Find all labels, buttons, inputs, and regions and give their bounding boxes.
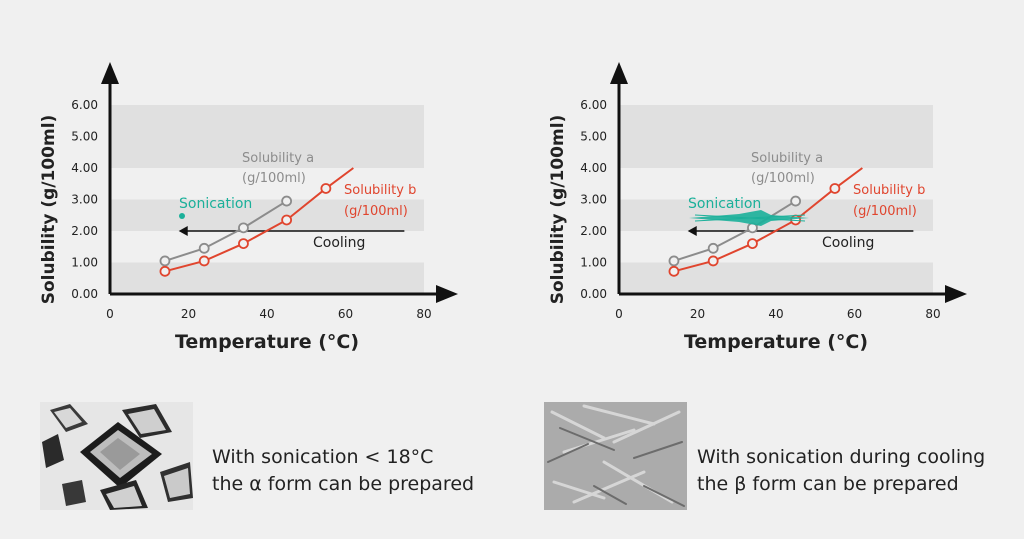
y-tick-label: 6.00 [580, 98, 607, 112]
series-b-unit: (g/100ml) [344, 204, 408, 219]
solubility-a-point [238, 222, 249, 234]
series-b-label: Solubility b [853, 183, 925, 198]
alpha-caption: With sonication < 18°C the α form can be… [212, 444, 474, 498]
beta-crystal-photo [544, 402, 687, 510]
grid-band [110, 199, 424, 231]
y-axis-title: Solubility (g/100ml) [548, 115, 568, 305]
grid-band [619, 105, 933, 137]
beta-caption-line-1: With sonication during cooling [697, 446, 986, 468]
series-a-unit: (g/100ml) [242, 171, 306, 186]
x-tick-label: 60 [338, 307, 353, 321]
y-tick-label: 2.00 [71, 224, 98, 238]
solubility-a-point [707, 242, 719, 254]
beta-caption-line-2: the β form can be prepared [697, 473, 959, 495]
series-a-label: Solubility a [751, 151, 823, 166]
solubility-chart-beta: 0.00 1.00 2.00 3.00 4.00 5.00 6.00 0 20 40 60 80 Sol… [548, 62, 967, 353]
alpha-crystal-photo [40, 402, 193, 510]
solubility-a-point [159, 255, 171, 267]
series-a-unit: (g/100ml) [751, 171, 815, 186]
x-axis-arrow [945, 285, 967, 303]
grid-band [110, 105, 424, 137]
solubility-b-point [829, 183, 841, 194]
beta-caption: With sonication during cooling the β for… [697, 444, 985, 498]
solubility-b-point [198, 255, 210, 267]
y-tick-label: 3.00 [71, 193, 98, 207]
sonication-dot [179, 213, 185, 219]
y-axis-arrow [101, 62, 119, 84]
series-a-label: Solubility a [242, 151, 314, 166]
alpha-caption-line-2: the α form can be prepared [212, 473, 475, 495]
x-tick-label: 0 [106, 307, 114, 321]
y-axis-arrow [610, 62, 628, 84]
x-tick-label: 60 [847, 307, 862, 321]
cooling-label: Cooling [313, 235, 365, 251]
grid-band [619, 136, 933, 168]
y-tick-label: 1.00 [71, 256, 98, 270]
x-tick-label: 0 [615, 307, 623, 321]
series-b-label: Solubility b [344, 183, 416, 198]
grid-band [110, 136, 424, 168]
solubility-a-point [281, 195, 293, 207]
sonication-burst-ray [694, 214, 806, 222]
solubility-b-point [668, 265, 680, 277]
x-axis-arrow [436, 285, 458, 303]
x-tick-label: 40 [259, 307, 274, 321]
y-tick-label: 4.00 [580, 161, 607, 175]
x-axis-title: Temperature (°C) [175, 331, 359, 353]
series-b-unit: (g/100ml) [853, 204, 917, 219]
solubility-b-point [707, 255, 719, 267]
x-tick-label: 80 [925, 307, 940, 321]
solubility-b-point [281, 214, 293, 226]
solubility-a-point [790, 195, 802, 207]
alpha-caption-line-1: With sonication < 18°C [212, 446, 434, 468]
solubility-a-line [164, 200, 288, 262]
x-axis-title: Temperature (°C) [684, 331, 868, 353]
cooling-arrow-head [178, 226, 188, 236]
x-tick-label: 20 [181, 307, 196, 321]
solubility-b-line [673, 167, 863, 273]
solubility-b-point [747, 238, 758, 250]
y-tick-label: 0.00 [71, 287, 98, 301]
solubility-a-point [198, 242, 210, 254]
y-tick-label: 5.00 [71, 130, 98, 144]
sonication-label: Sonication [688, 196, 761, 212]
solubility-b-point [159, 265, 171, 277]
y-tick-label: 2.00 [580, 224, 607, 238]
solubility-a-point [668, 255, 680, 267]
y-tick-label: 1.00 [580, 256, 607, 270]
solubility-b-point [320, 183, 332, 194]
grid-band [619, 199, 933, 231]
y-tick-label: 6.00 [71, 98, 98, 112]
cooling-label: Cooling [822, 235, 874, 251]
sonication-label: Sonication [179, 196, 252, 212]
y-tick-label: 5.00 [580, 130, 607, 144]
y-tick-label: 0.00 [580, 287, 607, 301]
solubility-chart-alpha: 0.00 1.00 2.00 3.00 4.00 5.00 6.00 0 20 40 60 80 Sol… [39, 62, 458, 353]
y-tick-label: 4.00 [71, 161, 98, 175]
x-tick-label: 40 [768, 307, 783, 321]
solubility-a-line [673, 200, 797, 262]
y-tick-label: 3.00 [580, 193, 607, 207]
solubility-b-point [238, 238, 249, 250]
x-tick-label: 80 [416, 307, 431, 321]
solubility-b-line [164, 167, 354, 273]
grid-band [619, 262, 933, 294]
x-tick-label: 20 [690, 307, 705, 321]
cooling-arrow-head [687, 226, 697, 236]
y-axis-title: Solubility (g/100ml) [39, 115, 59, 305]
